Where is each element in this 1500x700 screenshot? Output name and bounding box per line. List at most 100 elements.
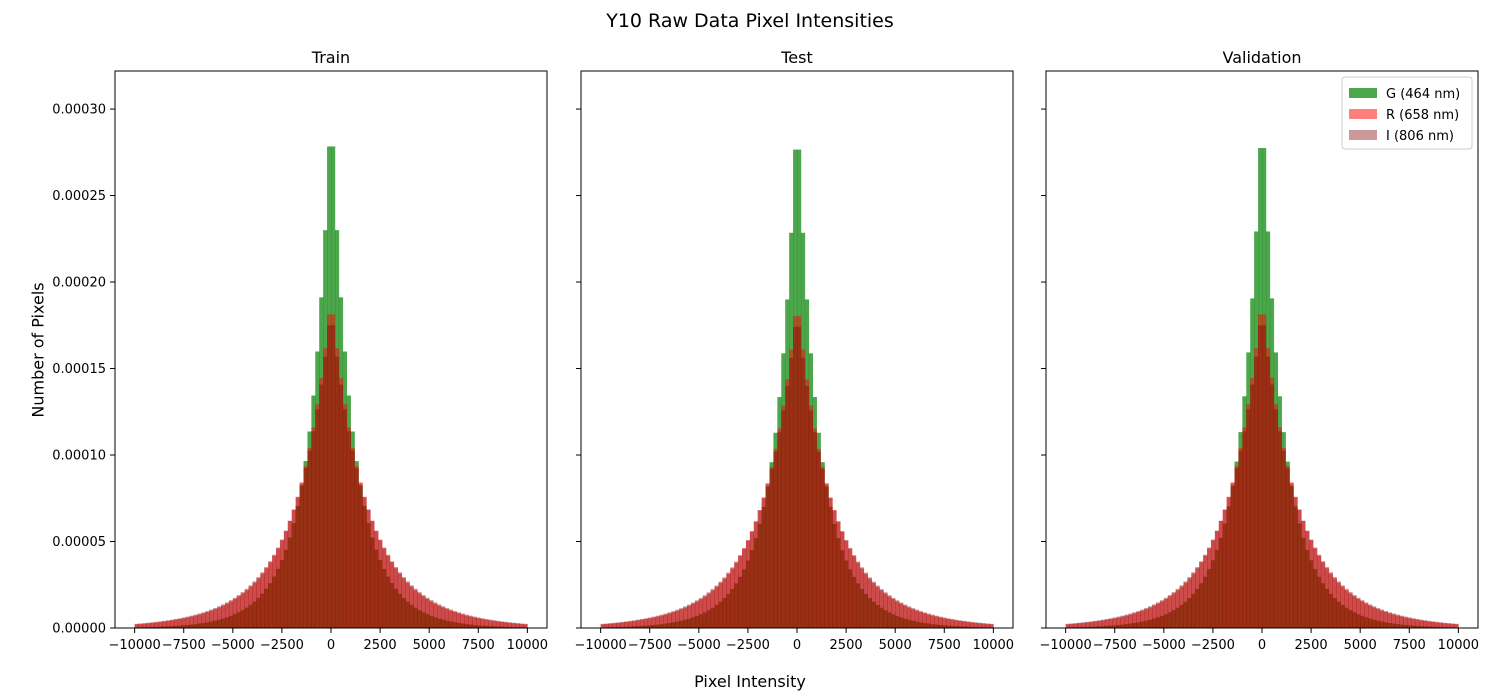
histogram-bar <box>635 620 641 628</box>
histogram-bar <box>358 482 363 628</box>
histogram-bar <box>965 621 971 628</box>
histogram-bar <box>382 547 387 628</box>
histogram-bar <box>185 616 190 628</box>
histogram-bar <box>507 622 512 628</box>
histogram-bar <box>334 356 340 628</box>
histogram-bar <box>926 613 931 628</box>
histogram-bar <box>753 521 759 628</box>
histogram-bar <box>476 617 481 628</box>
histogram-bar <box>1108 618 1114 628</box>
histogram-bar <box>922 612 927 628</box>
histogram-bar <box>499 621 505 628</box>
histogram-bar <box>228 601 234 628</box>
histogram-bar <box>515 623 520 628</box>
histogram-bar <box>358 483 363 628</box>
histogram-bar <box>264 568 269 628</box>
x-tick-label: 0 <box>1258 638 1266 653</box>
histogram-bar <box>914 609 920 628</box>
histogram-bar <box>291 509 296 628</box>
histogram-bar <box>401 577 406 628</box>
histogram-bar <box>903 605 908 628</box>
histogram-bar <box>268 561 273 628</box>
histogram-bar <box>1352 596 1357 628</box>
histogram-bar <box>209 609 214 628</box>
histogram-bar <box>1411 618 1416 628</box>
histogram-bar <box>162 621 167 628</box>
histogram-bar <box>1395 614 1400 628</box>
x-tick-label: −2500 <box>726 638 770 653</box>
histogram-bar <box>922 613 927 628</box>
histogram-bar <box>624 621 629 628</box>
histogram-bar <box>201 612 206 628</box>
histogram-bar <box>785 385 790 628</box>
histogram-bar <box>476 618 481 628</box>
histogram-bar <box>973 622 978 628</box>
histogram-bar <box>730 568 735 628</box>
histogram-bar <box>1073 623 1078 628</box>
histogram-bar <box>338 377 344 628</box>
histogram-bar <box>687 605 692 628</box>
histogram-bar <box>930 615 935 628</box>
histogram-bar <box>1407 617 1412 628</box>
histogram-bar <box>690 603 696 628</box>
histogram-bar <box>961 621 967 628</box>
histogram-bar <box>969 621 975 628</box>
histogram-bar <box>635 619 641 628</box>
histogram-bar <box>879 589 884 628</box>
histogram-bar <box>765 484 770 628</box>
histogram-bar <box>954 619 959 628</box>
histogram-bar <box>1344 588 1349 628</box>
histogram-bar <box>981 623 986 628</box>
histogram-bar <box>319 384 324 628</box>
histogram-bar <box>820 467 825 628</box>
histogram-bar <box>405 581 410 628</box>
histogram-bar <box>1210 540 1216 628</box>
histogram-bar <box>1273 409 1279 628</box>
histogram-bar <box>1144 607 1149 628</box>
histogram-bar <box>663 613 668 628</box>
histogram-bar <box>299 482 304 628</box>
histogram-bar <box>965 621 971 628</box>
histogram-bar <box>224 603 230 628</box>
histogram-bar <box>1438 622 1443 628</box>
histogram-bar <box>926 614 931 628</box>
histogram-bar <box>848 548 853 628</box>
histogram-bar <box>405 582 410 628</box>
histogram-bar <box>734 561 739 628</box>
histogram-bar <box>1387 612 1392 628</box>
histogram-bar <box>1112 618 1117 628</box>
histogram-bar <box>1356 598 1361 628</box>
histogram-bar <box>773 451 778 628</box>
histogram-bar <box>193 615 198 628</box>
histogram-bar <box>832 510 837 628</box>
histogram-bar <box>472 616 477 628</box>
histogram-bar <box>315 404 320 628</box>
histogram-bar <box>726 573 731 628</box>
histogram-bar <box>895 601 900 628</box>
histogram-bar <box>1454 624 1459 628</box>
histogram-bar <box>213 607 218 628</box>
histogram-bar <box>1254 348 1259 628</box>
histogram-bar <box>433 603 438 628</box>
histogram-bar <box>315 409 320 628</box>
histogram-bar <box>875 585 880 628</box>
histogram-bar <box>753 521 759 628</box>
histogram-bar <box>283 531 289 628</box>
histogram-bar <box>1144 609 1149 628</box>
subplot-test: Test −10000 −7500 −5000 −2500 0 2500 5000 7500 10… <box>575 48 1015 653</box>
histogram-bar <box>389 562 395 628</box>
histogram-bar <box>279 540 285 628</box>
histogram-bar <box>197 613 202 628</box>
histogram-bar <box>632 620 637 628</box>
histogram-bar <box>452 611 457 628</box>
histogram-bar <box>1285 468 1290 628</box>
histogram-bar <box>797 316 802 628</box>
histogram-bar <box>600 623 605 628</box>
histogram-bar <box>248 585 253 628</box>
x-tick-label: 2500 <box>1295 638 1328 653</box>
histogram-bar <box>863 573 868 628</box>
histogram-bar <box>1183 581 1188 628</box>
histogram-bar <box>1360 600 1365 628</box>
histogram-bar <box>440 607 446 628</box>
histogram-bar <box>639 619 645 628</box>
